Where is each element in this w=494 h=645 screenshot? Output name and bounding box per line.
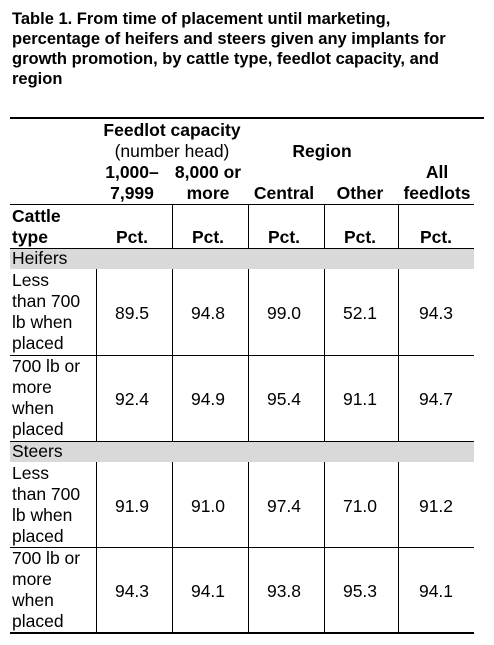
pct-col5: Pct. <box>419 227 453 247</box>
table-cell: 91.9 <box>114 496 150 516</box>
row-label-line: placed <box>12 526 64 546</box>
table-cell: 92.4 <box>114 389 150 409</box>
row-rule <box>10 547 474 548</box>
row-label-line: when <box>12 590 54 610</box>
table-cell: 93.8 <box>266 581 302 601</box>
row-label-line: placed <box>12 419 64 439</box>
header-rule <box>10 204 474 205</box>
pct-col1: Pct. <box>115 227 149 247</box>
row-label-line: lb when <box>12 312 73 332</box>
table-cell: 94.9 <box>190 389 226 409</box>
table-cell: 71.0 <box>342 496 378 516</box>
row-label-line: Less <box>12 463 49 483</box>
table-cell: 95.3 <box>342 581 378 601</box>
pct-col4: Pct. <box>343 227 377 247</box>
table-cell: 91.2 <box>418 496 454 516</box>
table-cell: 91.0 <box>190 496 226 516</box>
row-rule <box>10 441 474 442</box>
row-label-line: 700 lb or <box>12 356 81 376</box>
row-label-line: than 700 <box>12 484 81 504</box>
table-title: Table 1. From time of placement until ma… <box>12 10 446 88</box>
section-band-heifers <box>10 249 474 269</box>
table-cell: 94.1 <box>418 581 454 601</box>
header-col1-line1: 1,000– <box>105 162 159 182</box>
table-cell: 52.1 <box>342 303 378 323</box>
section-band-steers <box>10 442 474 462</box>
row-rule <box>10 355 474 356</box>
table-cell: 91.1 <box>342 389 378 409</box>
table-cell: 94.7 <box>418 389 454 409</box>
row-label-line: lb when <box>12 505 73 525</box>
row-rule <box>10 248 474 249</box>
header-col2-line1: 8,000 or <box>174 162 242 182</box>
pct-col3: Pct. <box>267 227 301 247</box>
row-label-line: placed <box>12 611 64 631</box>
table-cell: 94.1 <box>190 581 226 601</box>
section-label-steers: Steers <box>12 441 63 461</box>
header-cattle: Cattle <box>12 206 61 226</box>
header-col3: Central <box>253 183 315 203</box>
table-cell: 95.4 <box>266 389 302 409</box>
pct-col2: Pct. <box>191 227 225 247</box>
row-label-line: Less <box>12 270 49 290</box>
row-label-line: more <box>12 377 52 397</box>
header-feedlot-capacity: Feedlot capacity <box>103 120 241 140</box>
header-col2-line2: more <box>186 183 230 203</box>
row-label-line: than 700 <box>12 291 81 311</box>
top-rule <box>10 117 484 119</box>
header-col5-line2: feedlots <box>403 183 471 203</box>
header-col4: Other <box>336 183 384 203</box>
bottom-rule <box>10 632 474 634</box>
header-number-head: (number head) <box>114 141 230 161</box>
header-col1-line2: 7,999 <box>110 183 154 203</box>
row-label-line: 700 lb or <box>12 548 81 568</box>
row-label-line: more <box>12 569 52 589</box>
table-cell: 94.3 <box>114 581 150 601</box>
header-region: Region <box>292 141 352 161</box>
grid-vline <box>398 205 399 632</box>
grid-vline <box>324 205 325 632</box>
table-cell: 94.3 <box>418 303 454 323</box>
table-cell: 97.4 <box>266 496 302 516</box>
grid-vline <box>248 205 249 632</box>
header-col5-line1: All <box>425 162 449 182</box>
section-label-heifers: Heifers <box>12 248 68 268</box>
table-cell: 94.8 <box>190 303 226 323</box>
row-label-line: when <box>12 398 54 418</box>
table-cell: 89.5 <box>114 303 150 323</box>
table-cell: 99.0 <box>266 303 302 323</box>
row-label-line: placed <box>12 333 64 353</box>
grid-vline <box>96 248 97 632</box>
header-type: type <box>12 227 48 247</box>
grid-vline <box>172 205 173 632</box>
